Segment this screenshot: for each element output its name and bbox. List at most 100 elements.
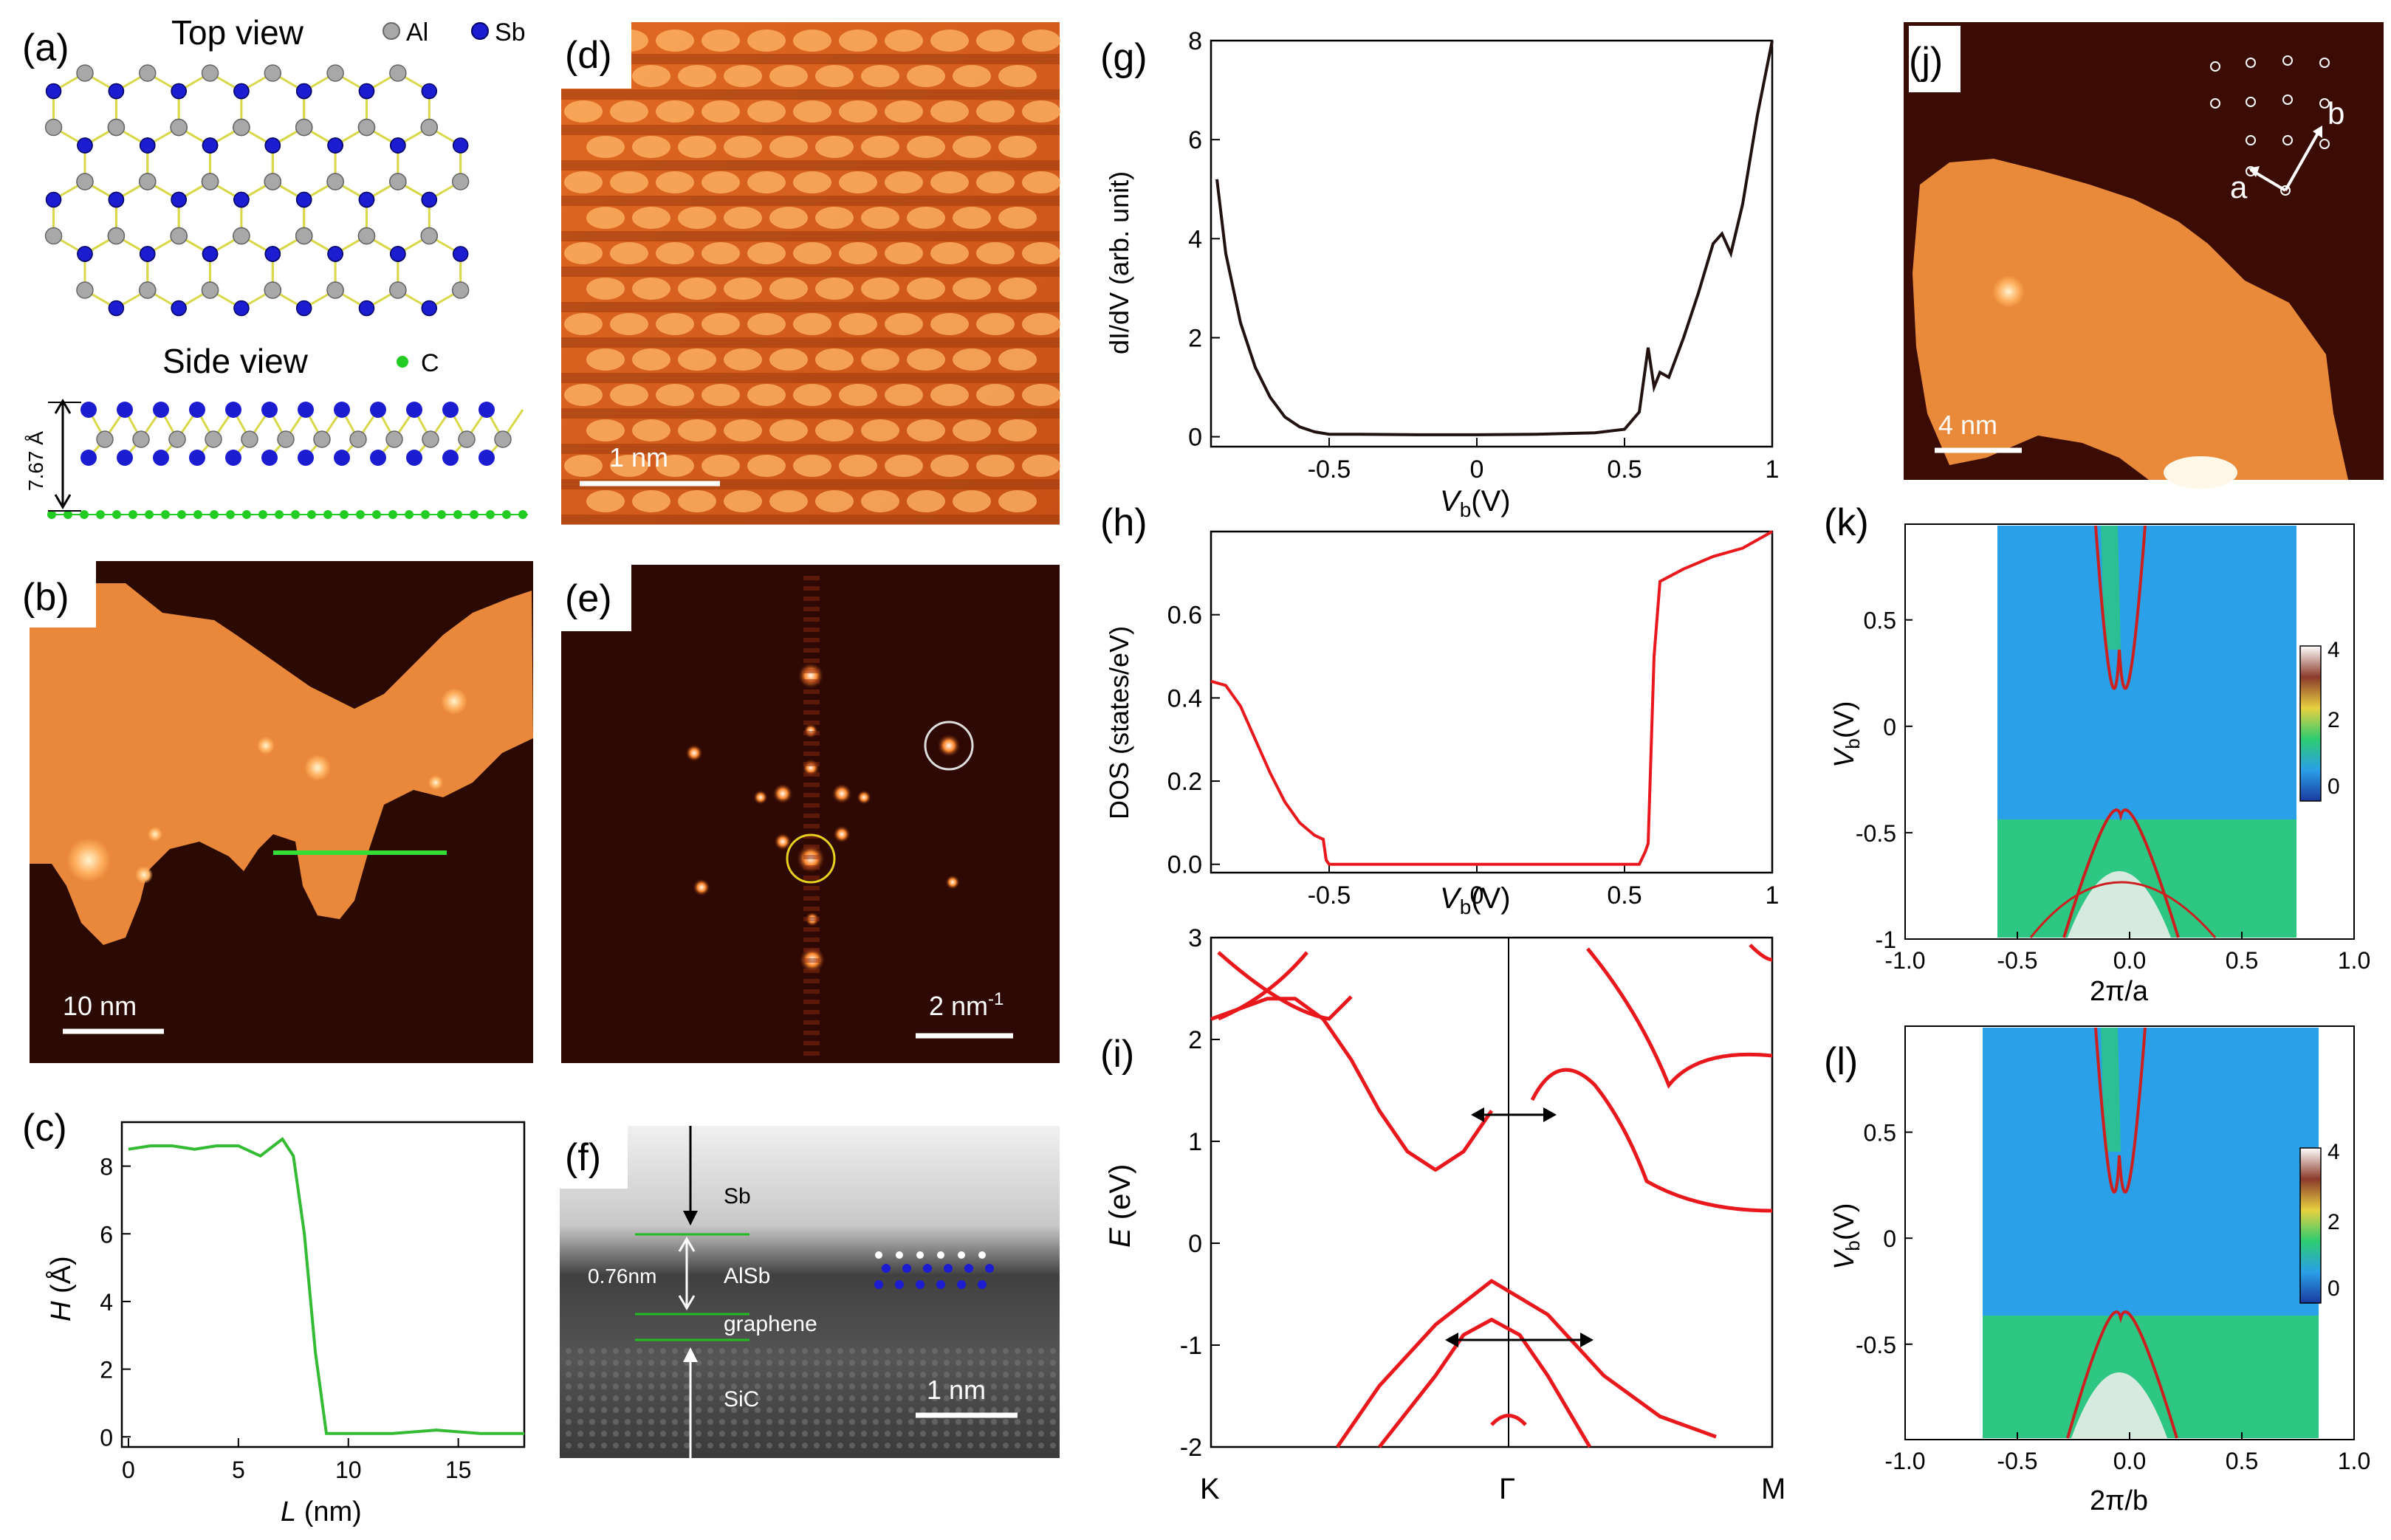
- tem-dot: [885, 1360, 891, 1366]
- sb-atom: [80, 402, 97, 418]
- tem-dot: [589, 1431, 595, 1437]
- al-atom: [451, 173, 470, 190]
- tem-dot: [566, 1348, 572, 1354]
- tem-dot: [660, 1407, 666, 1413]
- tem-dot: [755, 1383, 761, 1389]
- sb-atom: [390, 246, 406, 262]
- row-gap: [561, 444, 1060, 454]
- alsb-layer-label: AlSb: [724, 1264, 770, 1288]
- tem-dot: [660, 1360, 666, 1366]
- sb-atom: [108, 300, 125, 317]
- tem-dot: [873, 1348, 879, 1354]
- tem-dot: [778, 1419, 784, 1425]
- tem-dot: [1015, 1372, 1020, 1378]
- tem-dot: [790, 1443, 796, 1448]
- band-structure: [1210, 943, 1773, 1448]
- panel-k: (k) 4 2 0 -1.0 -0.5 0.0 0.5 1.0 0.5 0 -0.5 -1 Vb…: [1824, 501, 2370, 1007]
- lattice-point: [2282, 55, 2293, 66]
- band-branch: [1217, 951, 1353, 1021]
- tem-dot: [837, 1431, 843, 1437]
- x-tick-label: 1: [1766, 881, 1780, 910]
- atom-spot: [1022, 100, 1060, 123]
- fft-spot: [774, 833, 792, 850]
- al-atom: [295, 118, 313, 137]
- band-branch: [1218, 951, 1308, 1021]
- atom-spot: [656, 171, 694, 193]
- atom-spot: [930, 242, 969, 264]
- atom-spot: [564, 384, 603, 406]
- tem-dot: [625, 1407, 631, 1413]
- y-tick-label: 8: [1188, 27, 1202, 55]
- fft-streak: [803, 690, 820, 694]
- sb-atom: [225, 402, 241, 418]
- y-tick-label: 2: [100, 1357, 113, 1383]
- tem-dot: [896, 1443, 902, 1448]
- atom-spot: [632, 348, 670, 371]
- y-tick-label: 0.0: [1167, 851, 1202, 879]
- fft-spot: [833, 825, 851, 843]
- atom-spot: [907, 278, 945, 300]
- tem-dot: [908, 1407, 914, 1413]
- panel-j-label: (j): [1909, 40, 1943, 83]
- al-atom: [451, 281, 470, 299]
- tem-dot: [625, 1383, 631, 1389]
- y-tick-label: -0.5: [1856, 1332, 1896, 1358]
- x-tick-label: 1.0: [2338, 947, 2370, 974]
- tem-dot: [696, 1443, 701, 1448]
- atom-spot: [885, 384, 923, 406]
- fft-streak: [803, 783, 820, 787]
- row-gap: [561, 337, 1060, 348]
- atom-spot: [610, 384, 648, 406]
- atom-spot: [839, 242, 877, 264]
- fft-streak: [803, 638, 820, 642]
- fft-spot: [831, 783, 852, 804]
- x-tick-label: -1.0: [1884, 947, 1925, 974]
- panel-g: (g) -0.5 0 0.5 1 8 6 4 2 0 dI/dV (arb. unit) Vb(…: [1100, 27, 1779, 521]
- al-atom: [494, 430, 512, 448]
- atom-spot: [610, 455, 648, 477]
- sb-atom: [77, 246, 93, 262]
- atom-spot: [564, 313, 603, 335]
- atom-spot: [907, 419, 945, 441]
- atom-spot: [564, 242, 603, 264]
- sb-atom: [77, 137, 93, 154]
- fft-streak: [803, 1051, 820, 1056]
- tem-dot: [944, 1383, 950, 1389]
- sb-atom-marker: [936, 1280, 945, 1289]
- tem-dot: [979, 1443, 985, 1448]
- tem-dot: [908, 1348, 914, 1354]
- band-branch: [1586, 947, 1773, 1089]
- lattice-point: [2210, 98, 2220, 109]
- atom-spot: [747, 384, 786, 406]
- tem-dot: [1026, 1360, 1032, 1366]
- y-tick-label: -1: [1876, 927, 1896, 953]
- atom-spot: [586, 207, 625, 229]
- sb-atom: [442, 450, 459, 466]
- atom-spot: [907, 348, 945, 371]
- tem-dot: [648, 1407, 654, 1413]
- x-tick-label: -0.5: [1308, 881, 1351, 910]
- tem-dot: [577, 1407, 583, 1413]
- tem-dot: [613, 1348, 619, 1354]
- tem-dot: [802, 1348, 808, 1354]
- fft-streak: [803, 855, 820, 859]
- tem-dot: [944, 1360, 950, 1366]
- tem-dot: [885, 1443, 891, 1448]
- tem-dot: [660, 1395, 666, 1401]
- al-atom: [201, 173, 219, 190]
- sb-atom: [233, 191, 250, 208]
- atom-spot: [976, 313, 1015, 335]
- fft-spot: [797, 662, 824, 689]
- tem-dot: [648, 1443, 654, 1448]
- panel-i: (i) 3 2 1 0 -1 -2 E (eV) K Γ M: [1100, 924, 1785, 1505]
- tem-dot: [826, 1395, 831, 1401]
- tem-dot: [707, 1348, 713, 1354]
- atom-spot: [953, 419, 991, 441]
- tem-dot: [837, 1360, 843, 1366]
- tem-dot: [625, 1443, 631, 1448]
- band-vb2: [1378, 1318, 1592, 1448]
- sb-atom: [334, 450, 350, 466]
- sb-atom: [233, 300, 250, 317]
- sb-atom: [45, 83, 62, 100]
- atom-spot: [953, 490, 991, 512]
